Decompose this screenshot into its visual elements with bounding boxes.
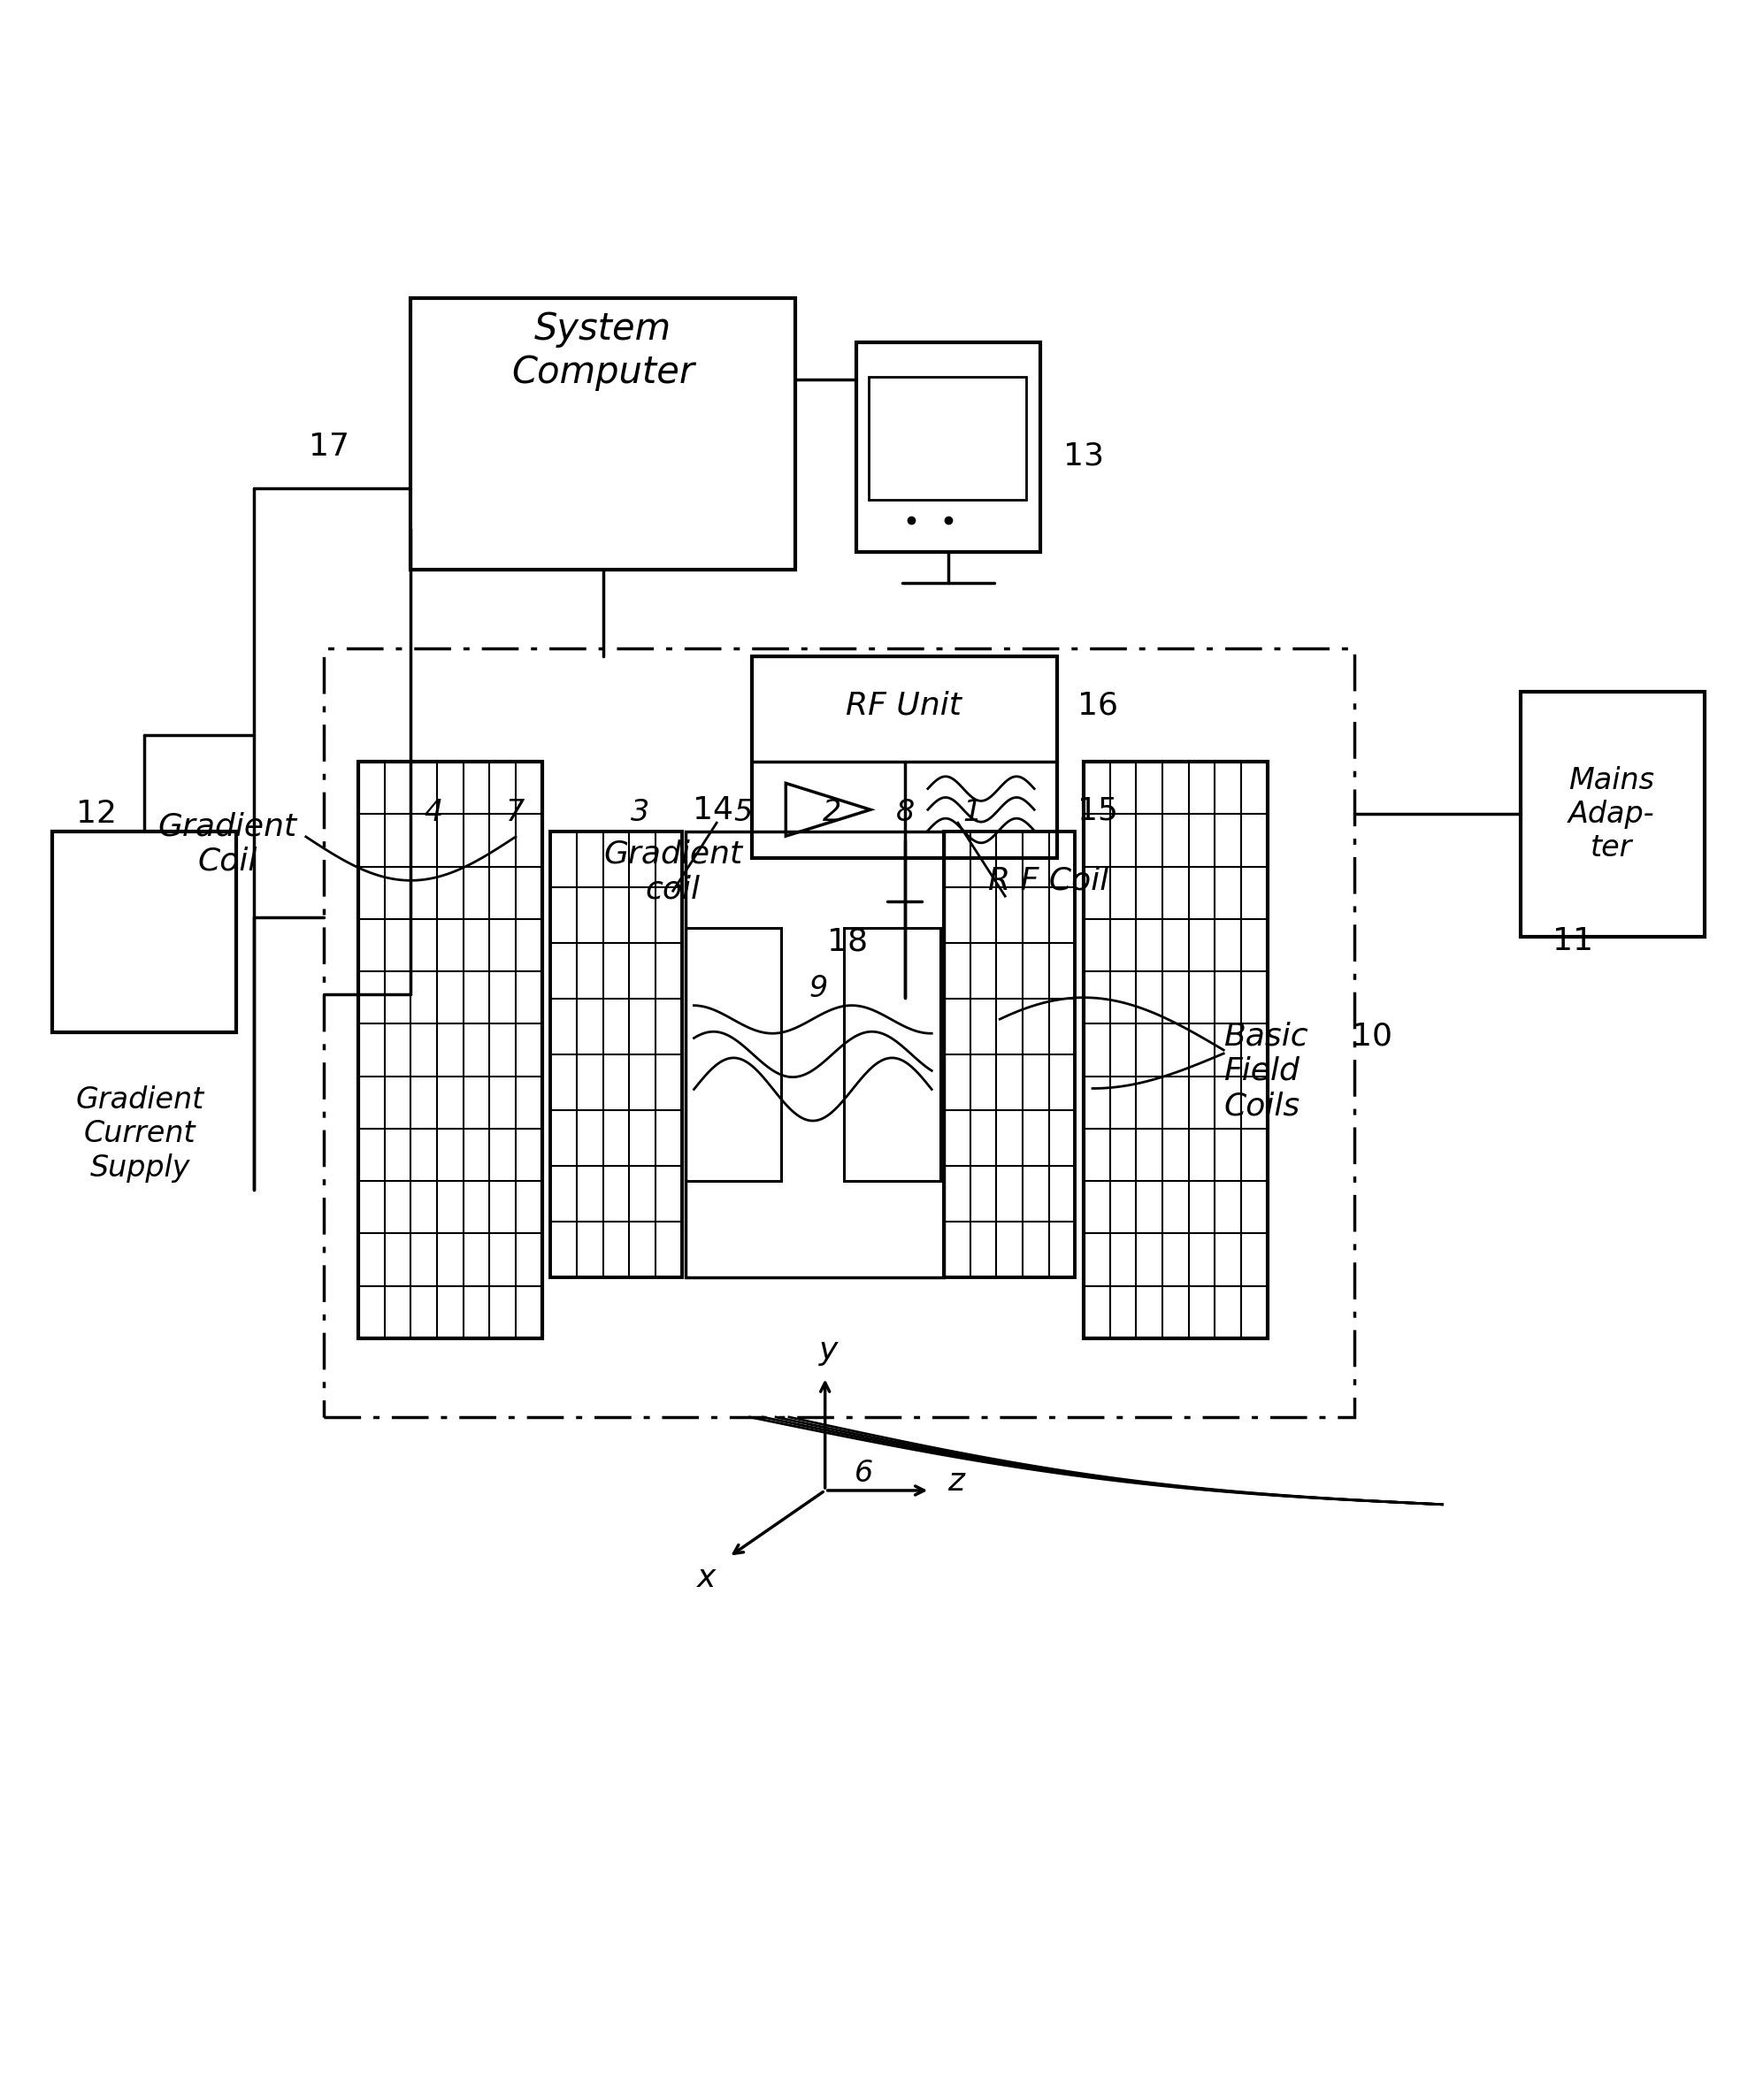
Bar — [323, 649, 1355, 1418]
Text: 6: 6 — [855, 1457, 872, 1487]
Text: y: y — [820, 1336, 837, 1365]
Text: System
Computer: System Computer — [512, 311, 694, 391]
Text: 15: 15 — [1077, 796, 1119, 825]
Bar — [358, 762, 542, 1338]
Text: 9: 9 — [809, 974, 827, 1004]
Bar — [52, 832, 236, 1033]
Text: 8: 8 — [897, 798, 914, 827]
Text: 13: 13 — [1063, 441, 1105, 470]
Text: 17: 17 — [309, 433, 350, 462]
Bar — [944, 832, 1075, 1277]
Text: 4: 4 — [425, 798, 442, 827]
Text: 12: 12 — [75, 798, 117, 830]
Bar — [685, 928, 781, 1180]
Text: Gradient
Coil: Gradient Coil — [157, 811, 297, 876]
Text: 3: 3 — [631, 798, 649, 827]
Text: Mains
Adap-
ter: Mains Adap- ter — [1568, 766, 1655, 863]
Text: 2: 2 — [823, 798, 841, 827]
Bar — [844, 928, 940, 1180]
Bar — [1084, 762, 1267, 1338]
Text: R F Coil: R F Coil — [989, 865, 1108, 895]
Bar — [857, 342, 1040, 552]
Bar — [411, 298, 795, 569]
Text: 18: 18 — [827, 926, 869, 958]
Text: 5: 5 — [734, 798, 752, 827]
Text: z: z — [947, 1466, 965, 1497]
Text: 16: 16 — [1077, 691, 1119, 720]
Bar — [685, 832, 944, 1277]
Text: 7: 7 — [507, 798, 524, 827]
Bar — [869, 378, 1026, 500]
Bar — [551, 832, 682, 1277]
Text: 11: 11 — [1552, 926, 1594, 958]
Text: Gradient
Current
Supply: Gradient Current Supply — [75, 1086, 205, 1182]
Text: RF Unit: RF Unit — [846, 691, 961, 720]
Text: 14: 14 — [692, 796, 734, 825]
Text: Gradient
coil: Gradient coil — [603, 840, 743, 905]
Text: 10: 10 — [1351, 1021, 1393, 1052]
Text: Basic
Field
Coils: Basic Field Coils — [1224, 1021, 1308, 1121]
Bar — [752, 657, 1058, 857]
Bar — [1521, 691, 1704, 937]
Text: 1: 1 — [963, 798, 981, 827]
Text: x: x — [697, 1562, 715, 1594]
